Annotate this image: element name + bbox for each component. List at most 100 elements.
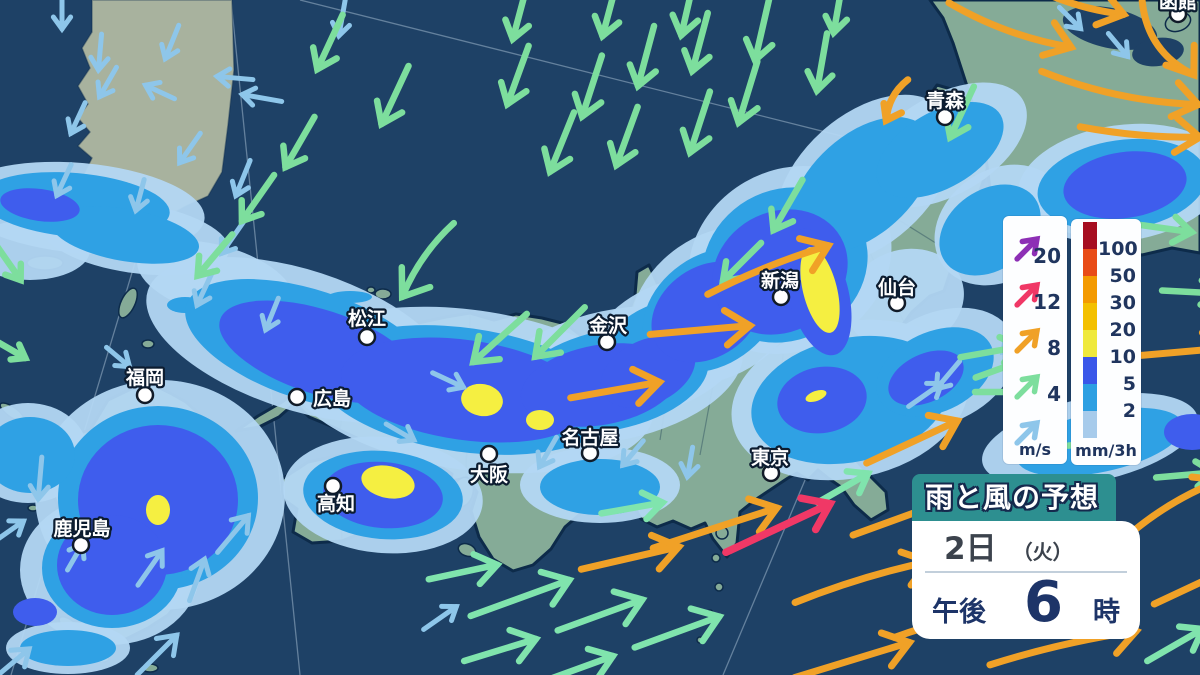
arrow-shaft	[1152, 469, 1200, 481]
rain-intense	[146, 495, 170, 525]
wind-arrow-lb	[383, 421, 418, 444]
arrow-shaft	[1038, 67, 1200, 109]
arrow-head	[843, 468, 873, 497]
wind-arrow-gr	[669, 0, 702, 41]
island	[374, 288, 392, 300]
arrow-head	[678, 460, 701, 481]
wind-arrow-pk	[722, 494, 836, 557]
wind-arrow-mint	[554, 588, 648, 634]
arrow-head	[669, 11, 702, 41]
arrow-shaft	[567, 378, 663, 402]
city-dot	[887, 293, 907, 313]
city-label: 鹿児島	[53, 517, 110, 540]
rain-legend-block	[1083, 276, 1097, 303]
arrow-shaft	[1131, 476, 1200, 534]
wind-speed-legend: m/s 20 12 8 4	[1003, 216, 1067, 464]
wind-arrow-or	[1150, 562, 1200, 608]
arrow-head	[188, 555, 212, 578]
arrow-head	[727, 96, 761, 128]
arrow-head	[65, 116, 87, 138]
arrow-shaft	[1158, 287, 1200, 297]
wind-arrow-gr	[373, 62, 412, 130]
arrow-head	[1092, 0, 1130, 29]
arrow-head	[1019, 327, 1041, 349]
arrow-head	[768, 205, 797, 235]
wind-arrow-lb	[238, 85, 285, 108]
arrow-head	[95, 79, 116, 101]
city-marker: 仙台	[876, 274, 918, 313]
wind-arrow-lb	[135, 547, 165, 588]
wind-arrow-gr	[1158, 277, 1200, 308]
city-marker: 鹿児島	[51, 515, 113, 555]
arrow-head	[2, 260, 25, 285]
arrow-head	[877, 629, 916, 670]
city-marker: 高知	[315, 476, 357, 517]
wind-arrow-gr	[502, 0, 533, 45]
wind-speed-value: 8	[1047, 336, 1061, 360]
wind-arrow-gr	[1152, 458, 1200, 490]
arrow-head	[51, 178, 73, 200]
wind-speed-value: 20	[1033, 244, 1061, 268]
rain-amount-value: 50	[1109, 265, 1136, 287]
wind-arrow-gr	[571, 52, 606, 122]
caption-time-hour: 6	[1024, 570, 1063, 635]
rain-intense	[526, 410, 554, 430]
rain-heavy	[888, 350, 964, 406]
city-dot	[935, 107, 955, 127]
arrow-head	[679, 126, 713, 158]
wind-arrow-gr	[0, 240, 25, 285]
wind-arrow-lb	[51, 162, 74, 200]
rain-moderate	[876, 101, 1004, 199]
arrow-head	[584, 645, 619, 675]
arrow-shaft	[631, 613, 723, 651]
island	[117, 287, 139, 319]
city-dot	[761, 463, 781, 483]
arrow-head	[629, 365, 666, 407]
rain-amount-value: 20	[1109, 319, 1136, 341]
legend-arrow	[1014, 235, 1041, 262]
arrow-shaft	[467, 576, 573, 620]
arrow-head	[1019, 235, 1041, 257]
arrow-head	[439, 603, 460, 623]
wind-arrow-gr	[238, 171, 278, 226]
arrow-head	[280, 142, 309, 172]
arrow-head	[924, 411, 963, 451]
arrow-shaft	[425, 561, 501, 583]
wind-legend-arrow	[1014, 419, 1041, 446]
city-label: 松江	[348, 307, 386, 330]
city-marker: 函館	[1157, 0, 1199, 24]
arrow-head	[446, 371, 468, 393]
rain-amount-value: 100	[1098, 238, 1138, 260]
arrow-head	[1039, 19, 1077, 59]
arrow-head	[228, 512, 252, 536]
wind-arrow-lb	[50, 0, 74, 34]
wind-legend-arrow	[1014, 373, 1041, 400]
wind-arrow-or	[1138, 0, 1198, 80]
city-label: 金沢	[588, 314, 628, 337]
arrow-head	[309, 44, 340, 75]
rain-moderate	[51, 206, 199, 264]
arrow-head	[176, 145, 197, 167]
city-dot	[771, 287, 791, 307]
caption-date-weekday: （火）	[1012, 540, 1073, 564]
arrow-head	[1063, 11, 1084, 32]
arrow-head	[537, 568, 575, 608]
arrow-head	[647, 531, 685, 573]
wind-arrow-gr	[591, 0, 623, 42]
arrow-head	[535, 449, 556, 471]
arrow-head	[88, 54, 111, 75]
rain-intense	[361, 465, 415, 499]
rain-heavy	[1164, 414, 1200, 450]
wind-arrow-gr	[398, 219, 458, 302]
wind-arrow-lb	[535, 434, 559, 471]
arrow-head	[606, 139, 639, 171]
arrow-head	[128, 194, 150, 215]
wind-arrow-mint	[598, 489, 669, 523]
arrow-shaft	[532, 304, 588, 360]
island	[714, 582, 724, 592]
wind-arrow-lb	[619, 438, 646, 469]
wind-arrow-or	[945, 0, 1077, 59]
wind-arrow-gr	[469, 310, 531, 366]
city-marker: 名古屋	[559, 424, 621, 463]
